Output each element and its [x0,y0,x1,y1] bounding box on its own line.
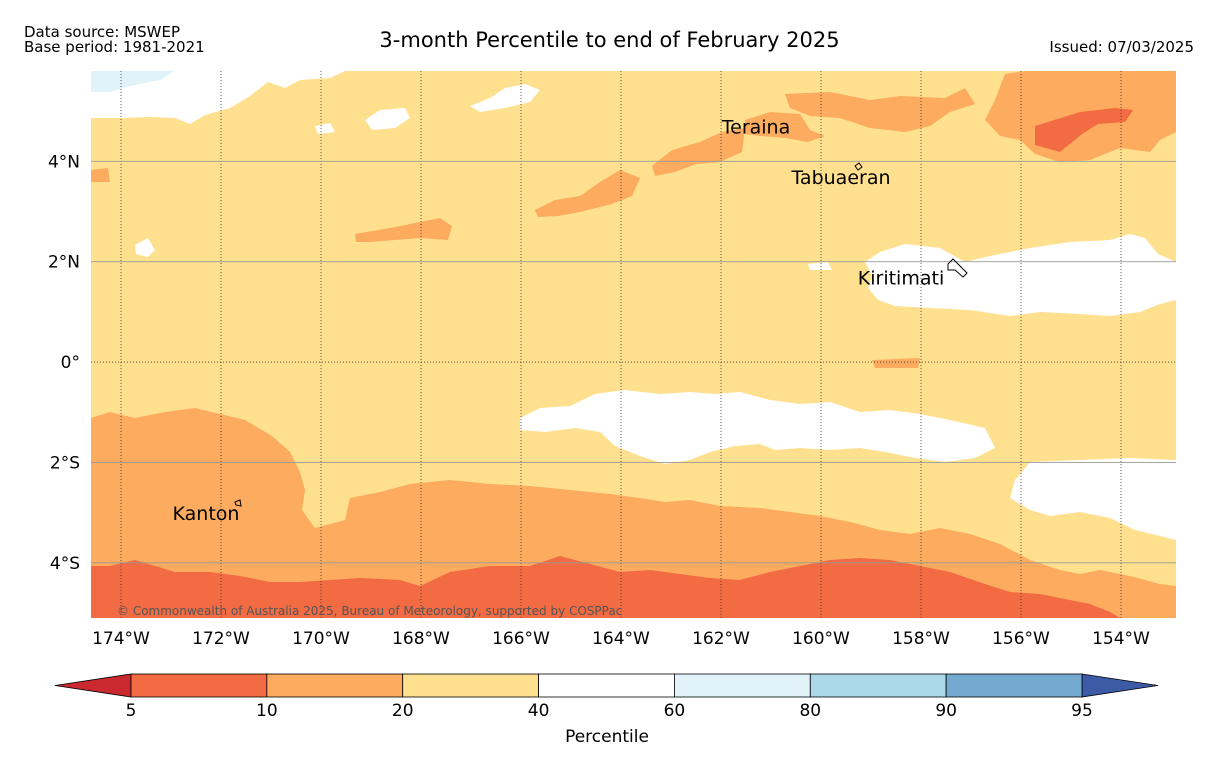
lon-tick-label: 166°W [492,629,550,649]
colorbar-tick-label: 20 [392,701,414,721]
lon-tick-label: 172°W [192,629,250,649]
lon-tick-label: 160°W [792,629,850,649]
data-source-label: Data source: MSWEP [24,23,181,41]
place-label-tabuaeran: Tabuaeran [790,167,890,189]
place-labels: Teraina Tabuaeran Kiritimati Kanton [173,117,945,525]
lat-tick-label: 4°S [50,554,80,574]
latitude-tick-labels: 4°N 2°N 0° 2°S 4°S [48,152,80,573]
lon-tick-label: 174°W [92,629,150,649]
lat-tick-label: 0° [61,353,80,373]
lat-tick-label: 2°N [48,253,80,273]
issued-date-label: Issued: 07/03/2025 [1049,38,1194,56]
colorbar-segment [266,673,404,698]
colorbar-segment [809,673,947,698]
place-label-kanton: Kanton [173,503,240,525]
lon-tick-label: 154°W [1092,629,1150,649]
lon-tick-label: 170°W [292,629,350,649]
colorbar-tick-label: 95 [1071,701,1093,721]
colorbar-segment [945,673,1083,698]
colorbar-extend-high [1081,673,1159,698]
place-label-teraina: Teraina [721,117,791,139]
lon-tick-label: 164°W [592,629,650,649]
percentile-field [91,71,1176,618]
colorbar-segment [402,673,539,698]
colorbar-segment [130,673,268,698]
lat-tick-label: 2°S [50,453,80,473]
map-title: 3-month Percentile to end of February 20… [379,28,840,52]
lat-tick-label: 4°N [48,152,80,172]
lon-tick-label: 158°W [892,629,950,649]
colorbar-extend-low [54,673,132,698]
island-outlines [234,162,968,507]
colorbar-tick-label: 5 [126,701,137,721]
graticule [91,71,1176,618]
colorbar-tick-label: 10 [256,701,278,721]
colorbar-label: Percentile [565,727,649,747]
base-period-label: Base period: 1981-2021 [24,38,205,56]
place-label-kiritimati: Kiritimati [858,267,944,289]
copyright-notice: © Commonwealth of Australia 2025, Bureau… [117,604,622,618]
longitude-tick-labels: 174°W 172°W 170°W 168°W 166°W 164°W 162°W 160°W… [92,629,1150,649]
lon-tick-label: 162°W [692,629,750,649]
lon-tick-label: 156°W [992,629,1050,649]
colorbar-segment [674,673,811,698]
colorbar-tick-label: 40 [528,701,550,721]
colorbar-tick-label: 80 [799,701,821,721]
percentile-colorbar: 5 10 20 40 60 80 90 95 [54,673,1159,721]
colorbar-tick-label: 60 [664,701,686,721]
lon-tick-label: 168°W [392,629,450,649]
colorbar-segment [538,673,675,698]
colorbar-tick-label: 90 [935,701,957,721]
